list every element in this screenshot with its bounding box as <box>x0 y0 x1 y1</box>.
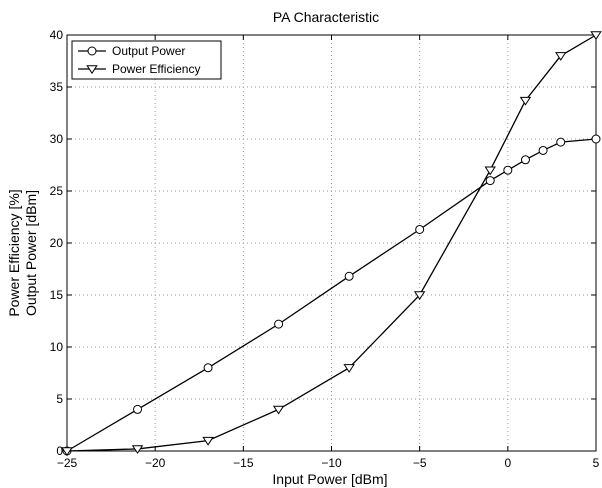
data-point-output-power <box>591 134 601 144</box>
data-point-output-power <box>503 165 513 175</box>
data-point-output-power <box>556 137 566 147</box>
y-tick-label: 0 <box>56 444 63 458</box>
series-line-power-efficiency <box>66 34 597 452</box>
data-point-power-efficiency <box>343 364 355 373</box>
x-axis-label: Input Power [dBm] <box>272 471 387 487</box>
y-tick-label: 40 <box>50 28 64 42</box>
y-tick-label: 5 <box>56 392 63 406</box>
data-point-output-power <box>203 363 213 373</box>
y-axis-label-efficiency: Power Efficiency [%] <box>6 189 22 316</box>
y-tick-label: 35 <box>50 80 64 94</box>
data-series <box>61 31 602 457</box>
data-point-power-efficiency <box>519 96 532 106</box>
x-tick-label: 5 <box>593 456 600 470</box>
y-tick-label: 15 <box>50 288 64 302</box>
x-tick-label: −10 <box>321 456 342 470</box>
data-point-output-power <box>274 319 284 329</box>
data-point-power-efficiency <box>272 405 285 415</box>
data-point-power-efficiency <box>131 445 144 455</box>
data-point-output-power <box>485 176 495 186</box>
x-tick-label: −20 <box>145 456 166 470</box>
y-tick-label: 25 <box>50 184 64 198</box>
data-point-power-efficiency <box>555 52 567 61</box>
legend-box <box>71 40 222 80</box>
y-tick-label: 20 <box>50 236 64 250</box>
data-point-power-efficiency <box>590 31 602 41</box>
axis-ticks: −25 −20 −15 −10 −5 0 5 0 5 10 15 20 25 30 35 40 <box>50 28 600 470</box>
data-point-power-efficiency <box>413 291 426 301</box>
legend-entry-power-efficiency: Power Efficiency <box>112 62 200 76</box>
legend-marker-triangle <box>86 65 98 75</box>
data-point-output-power <box>520 155 530 165</box>
y-tick-label: 30 <box>50 132 64 146</box>
x-tick-label: −25 <box>57 456 78 470</box>
legend-marker-circle <box>87 46 97 56</box>
y-tick-label: 10 <box>50 340 64 354</box>
chart-title: PA Characteristic <box>273 9 379 25</box>
x-tick-label: 0 <box>504 456 511 470</box>
data-point-power-efficiency <box>202 436 214 446</box>
data-point-power-efficiency <box>61 447 73 457</box>
legend: Output Power Power Efficiency <box>71 40 222 80</box>
data-point-output-power <box>344 271 354 281</box>
grid <box>67 35 596 451</box>
data-point-output-power <box>415 224 425 234</box>
legend-entry-output-power: Output Power <box>112 44 185 58</box>
data-point-power-efficiency <box>484 166 496 176</box>
data-point-output-power <box>133 404 143 414</box>
y-axis-label-output: Output Power [dBm] <box>23 190 39 316</box>
x-tick-label: −15 <box>233 456 254 470</box>
x-tick-label: −5 <box>413 456 427 470</box>
data-point-output-power <box>538 145 548 155</box>
